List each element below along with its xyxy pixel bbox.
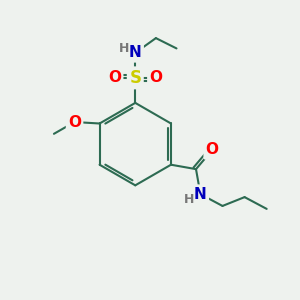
Text: S: S xyxy=(129,69,141,87)
Text: N: N xyxy=(194,187,207,202)
Text: O: O xyxy=(108,70,121,86)
Text: H: H xyxy=(119,42,129,55)
Text: O: O xyxy=(149,70,162,86)
Text: O: O xyxy=(68,115,81,130)
Text: N: N xyxy=(129,45,142,60)
Text: H: H xyxy=(184,193,194,206)
Text: O: O xyxy=(206,142,219,158)
